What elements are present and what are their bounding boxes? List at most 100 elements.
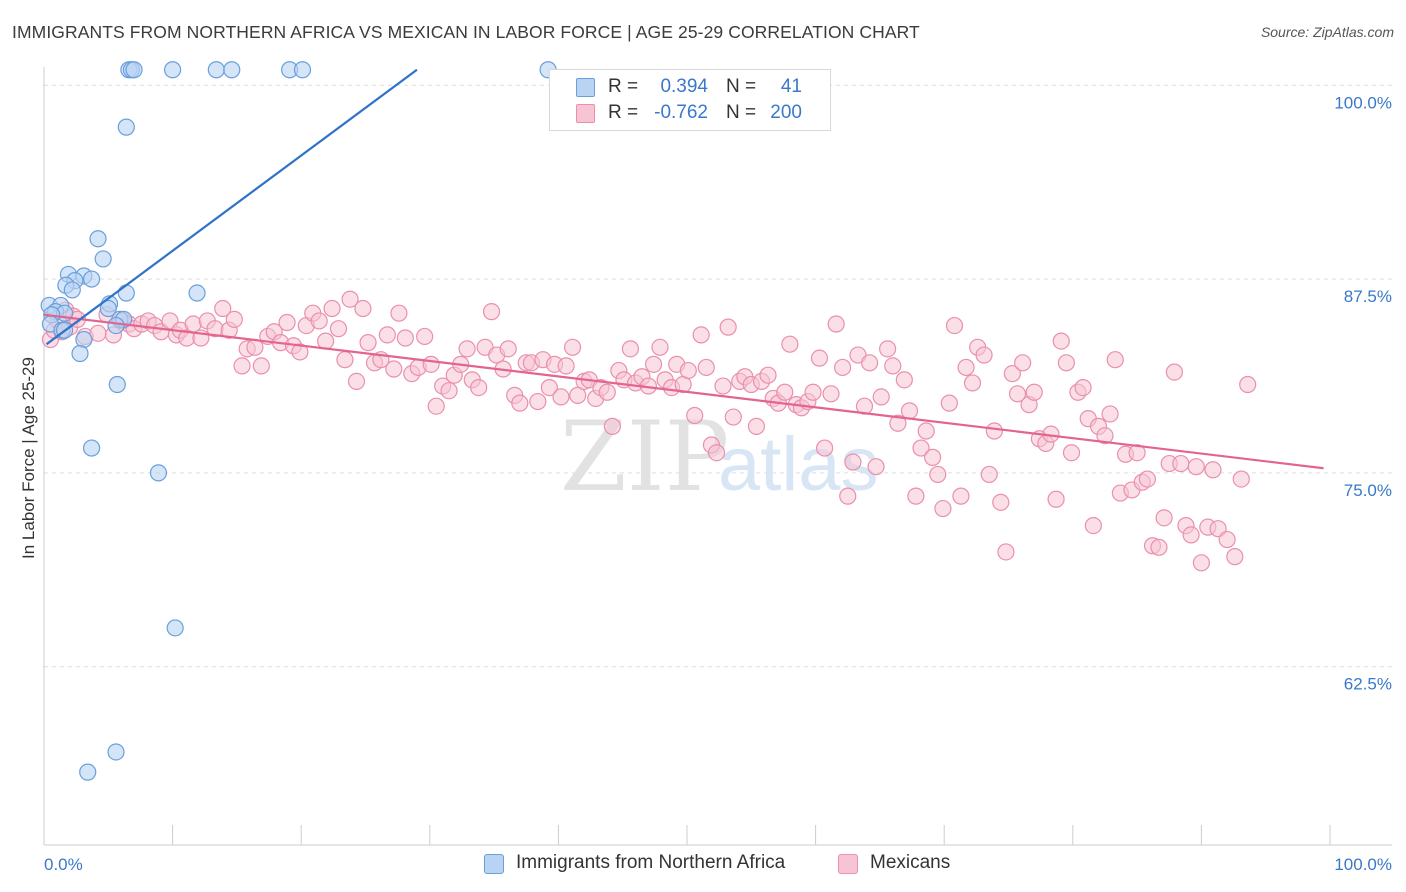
mexicans-point	[1138, 470, 1156, 488]
mexicans-point	[912, 439, 930, 457]
grid-lines	[44, 84, 1392, 668]
stats-legend-row-immigrants: R = 0.394 N = 41	[550, 75, 830, 99]
x-tick-label: 0.0%	[44, 855, 83, 874]
mexicans-point	[879, 340, 897, 358]
mexicans-point	[1084, 516, 1102, 535]
immigrants-point	[166, 619, 184, 637]
y-tick-label: 87.5%	[1344, 287, 1392, 306]
mexicans-point	[440, 382, 458, 400]
r-value: -0.762	[654, 102, 708, 123]
mexicans-point	[781, 335, 799, 353]
mexicans-point	[458, 340, 476, 358]
immigrants-point	[108, 375, 126, 394]
x-tick-label: 100.0%	[1334, 855, 1392, 874]
mexicans-point	[278, 313, 296, 332]
mexicans-point	[1101, 405, 1119, 423]
mexicans-point	[907, 487, 925, 505]
immigrants-point	[164, 61, 182, 79]
mexicans-point	[310, 312, 328, 330]
mexicans-point	[396, 329, 414, 347]
mexicans-point	[889, 414, 907, 432]
mexicans-point	[557, 357, 575, 375]
mexicans-point	[963, 374, 982, 392]
mexicans-point	[416, 327, 434, 346]
immigrants-point	[223, 61, 241, 79]
immigrants-swatch	[576, 78, 595, 97]
axes	[43, 67, 1392, 846]
y-tick-label: 100.0%	[1334, 93, 1392, 112]
immigrants-point	[71, 344, 89, 363]
mexicans-point	[1003, 365, 1021, 383]
mexicans-point	[776, 383, 794, 401]
mexicans-point	[563, 338, 582, 356]
mexicans-point	[482, 303, 501, 321]
mexicans-point	[329, 320, 348, 338]
mexicans-point	[214, 299, 232, 318]
mexicans-point	[603, 417, 622, 435]
mexicans-point	[707, 444, 726, 462]
immigrants-point	[107, 316, 125, 335]
trend-lines	[43, 68, 1324, 470]
mexicans-point	[317, 332, 335, 350]
immigrants-point	[117, 284, 135, 302]
mexicans-point	[427, 397, 445, 415]
mexicans-point	[861, 354, 879, 372]
stats-legend: R = 0.394 N = 41 R = -0.762 N = 200	[549, 69, 831, 131]
mexicans-point	[975, 346, 993, 364]
mexicans-point	[822, 385, 840, 403]
chart-title: IMMIGRANTS FROM NORTHERN AFRICA VS MEXIC…	[12, 22, 920, 42]
immigrants-legend-swatch	[484, 854, 504, 874]
mexicans-point	[867, 458, 885, 476]
mexicans-swatch	[576, 104, 595, 123]
immigrants-point	[149, 464, 168, 482]
mexicans-point	[1187, 458, 1205, 476]
mexicans-point	[759, 366, 777, 384]
mexicans-point	[1172, 454, 1190, 473]
mexicans-point	[1226, 548, 1244, 566]
mexicans-point	[470, 379, 488, 397]
mexicans-point	[940, 394, 958, 412]
mexicans-point	[347, 372, 366, 391]
mexicans-point	[1047, 490, 1065, 508]
n-value: 200	[770, 102, 802, 123]
immigrants-point	[79, 763, 97, 781]
mexicans-point	[924, 448, 942, 466]
mexicans-point	[844, 453, 862, 471]
mexicans-points	[41, 290, 1257, 572]
y-tick-labels: 100.0% 87.5% 75.0% 62.5%	[1334, 93, 1392, 693]
y-axis-label: In Labor Force | Age 25-29	[19, 357, 38, 559]
mexicans-point	[385, 360, 403, 378]
mexicans-point	[884, 357, 902, 375]
mexicans-point	[1052, 332, 1070, 350]
mexicans-point	[1192, 554, 1211, 572]
mexicans-point	[540, 379, 558, 397]
mexicans-point	[1155, 509, 1173, 527]
r-label: R =	[608, 76, 639, 97]
mexicans-point	[225, 310, 243, 328]
mexicans-point	[1204, 461, 1222, 479]
mexicans-point	[552, 388, 570, 406]
mexicans-point	[839, 487, 857, 505]
mexicans-point	[1025, 383, 1043, 401]
mexicans-point	[686, 406, 704, 425]
mexicans-point	[422, 355, 440, 373]
mexicans-point	[598, 383, 616, 401]
mexicans-point	[1232, 470, 1250, 488]
immigrants-point	[293, 61, 312, 79]
immigrants-point	[99, 299, 117, 318]
immigrants-point	[89, 230, 107, 248]
immigrants-point	[125, 61, 143, 79]
mexicans-point	[378, 326, 396, 344]
mexicans-point	[747, 417, 766, 435]
mexicans-point	[569, 386, 587, 404]
mexicans-point	[985, 422, 1003, 440]
mexicans-point	[1165, 363, 1183, 381]
mexicans-point	[945, 316, 964, 335]
mexicans-point	[1057, 354, 1075, 372]
watermark-zip: ZIP	[560, 401, 729, 513]
mexicans-point	[980, 465, 998, 484]
mexicans-point	[529, 392, 547, 411]
immigrants-point	[82, 439, 101, 457]
mexicans-point	[354, 299, 372, 318]
